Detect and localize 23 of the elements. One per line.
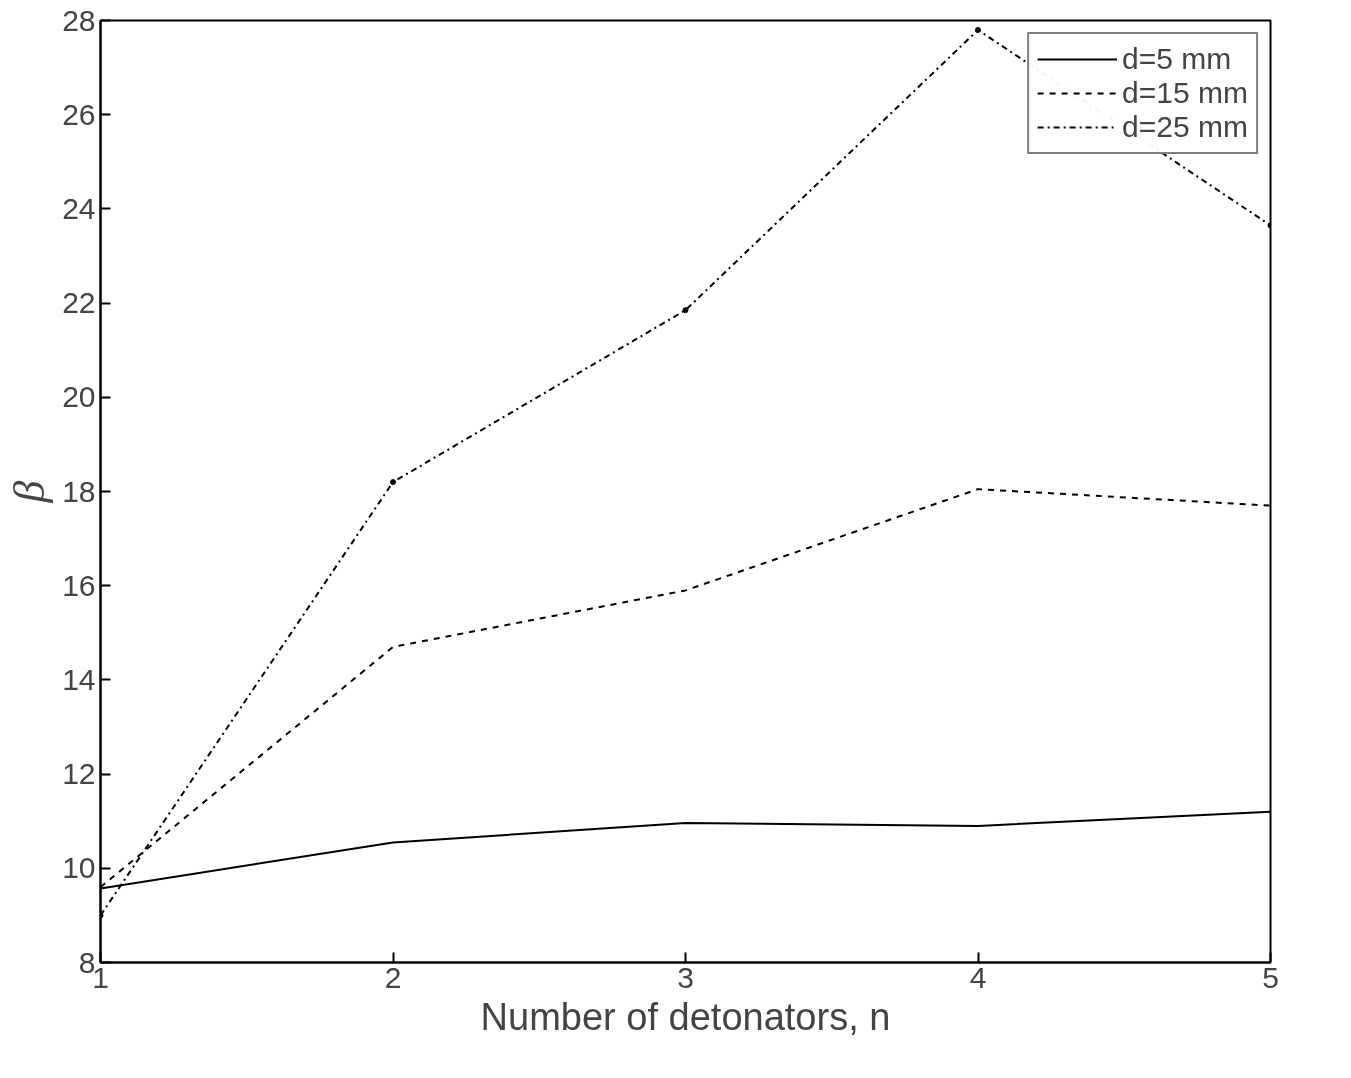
y-axis-title: β <box>5 480 55 504</box>
point <box>390 479 396 486</box>
y-tick-label: 12 <box>62 757 96 791</box>
y-tick-label: 14 <box>62 662 96 696</box>
legend-label: d=5 mm <box>1122 42 1232 76</box>
y-tick-label: 16 <box>62 568 96 602</box>
y-tick-label: 22 <box>62 286 96 320</box>
legend-label: d=15 mm <box>1122 76 1248 110</box>
y-tick-label: 28 <box>62 3 96 37</box>
x-tick-label: 5 <box>1262 960 1279 994</box>
x-tick-label: 4 <box>969 960 987 994</box>
y-tick-label: 18 <box>62 474 96 508</box>
x-tick-label: 2 <box>384 960 402 994</box>
y-tick-label: 20 <box>62 380 96 414</box>
x-tick-label: 3 <box>677 960 694 994</box>
legend-label: d=25 mm <box>1122 110 1248 144</box>
y-tick-label: 26 <box>62 97 96 131</box>
x-axis-title: Number of detonators, n <box>480 995 891 1038</box>
point <box>682 307 689 314</box>
y-tick-label: 8 <box>78 945 96 979</box>
y-tick-label: 10 <box>62 851 96 885</box>
point <box>975 26 981 33</box>
y-tick-label: 24 <box>62 191 96 225</box>
